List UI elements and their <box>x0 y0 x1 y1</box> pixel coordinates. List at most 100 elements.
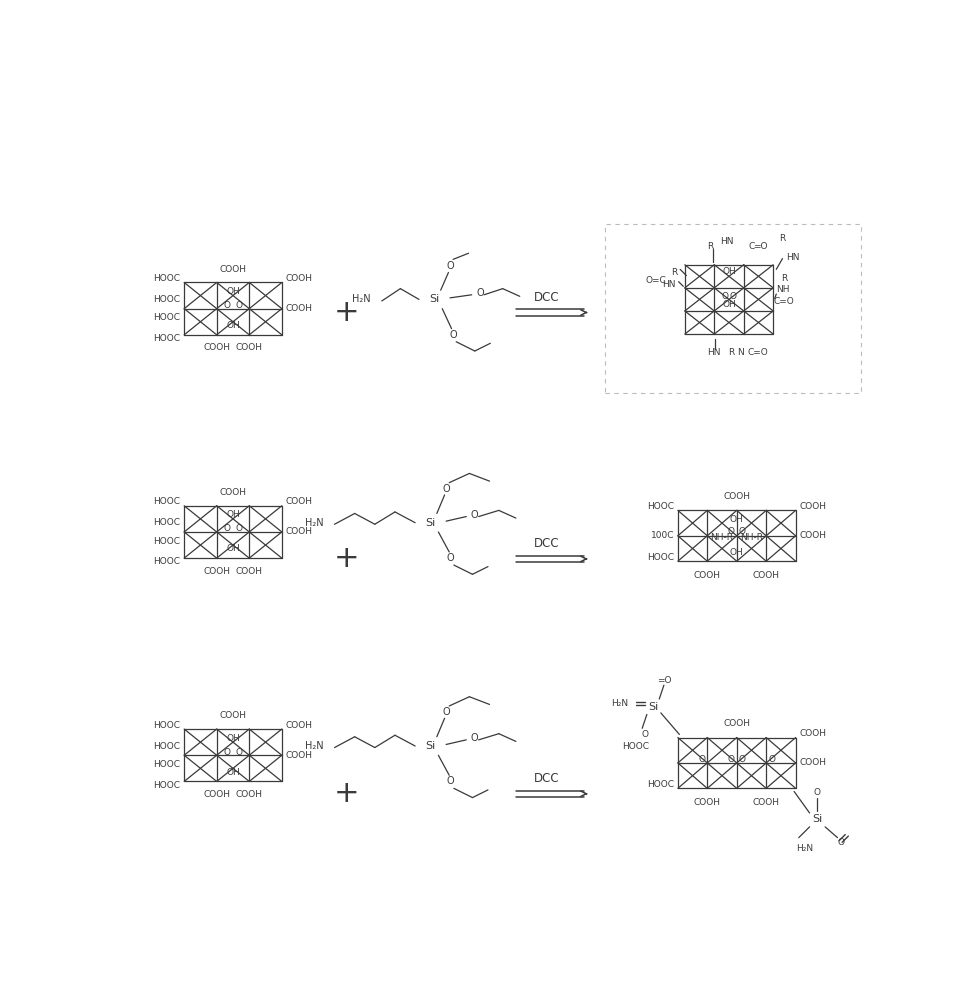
Text: HN: HN <box>720 237 733 246</box>
Text: HN: HN <box>707 348 721 357</box>
Text: HN: HN <box>786 253 799 262</box>
Text: COOH: COOH <box>204 343 231 352</box>
Text: HOOC: HOOC <box>647 780 674 789</box>
Text: HOOC: HOOC <box>153 497 180 506</box>
Text: HOOC: HOOC <box>153 721 180 730</box>
Text: O: O <box>235 301 242 310</box>
Text: COOH: COOH <box>219 265 246 274</box>
Text: COOH: COOH <box>286 751 313 760</box>
Text: O: O <box>224 301 231 310</box>
Text: R: R <box>781 274 787 283</box>
Text: C=O: C=O <box>747 348 768 357</box>
Text: COOH: COOH <box>753 571 780 580</box>
Text: Si: Si <box>426 741 436 751</box>
Text: C: C <box>748 242 755 251</box>
Text: +: + <box>334 544 360 573</box>
Text: COOH: COOH <box>204 567 231 576</box>
Text: +: + <box>334 779 360 808</box>
Text: COOH: COOH <box>235 790 262 799</box>
Text: Si: Si <box>813 814 822 824</box>
Text: +: + <box>334 298 360 327</box>
Text: OH: OH <box>730 515 744 524</box>
Text: O: O <box>738 527 746 536</box>
Text: HOOC: HOOC <box>153 760 180 769</box>
Text: O: O <box>235 748 242 757</box>
Text: N: N <box>737 348 744 357</box>
Text: COOH: COOH <box>286 274 313 283</box>
Text: O: O <box>471 510 479 520</box>
Text: O: O <box>471 733 479 743</box>
Text: R: R <box>729 348 734 357</box>
Text: Si: Si <box>426 518 436 528</box>
Text: O: O <box>642 730 648 739</box>
Text: OH: OH <box>722 267 736 276</box>
Text: O: O <box>730 292 737 301</box>
Text: O: O <box>721 292 728 301</box>
Text: O: O <box>442 707 450 717</box>
Text: OH: OH <box>730 548 744 557</box>
Text: HOOC: HOOC <box>647 553 674 562</box>
Text: =O: =O <box>656 676 671 685</box>
Text: COOH: COOH <box>286 527 313 536</box>
Text: COOH: COOH <box>800 758 827 767</box>
Text: OH: OH <box>226 321 240 330</box>
Text: DCC: DCC <box>534 291 560 304</box>
Text: O: O <box>477 288 484 298</box>
Text: HOOC: HOOC <box>153 557 180 566</box>
Text: COOH: COOH <box>235 343 262 352</box>
Text: HOOC: HOOC <box>622 742 649 751</box>
Text: O: O <box>728 527 735 536</box>
Text: Si: Si <box>429 294 440 304</box>
Text: HN: HN <box>663 280 676 289</box>
Text: O: O <box>768 755 775 764</box>
Text: COOH: COOH <box>204 790 231 799</box>
Text: NH: NH <box>776 285 789 294</box>
Text: COOH: COOH <box>286 497 313 506</box>
Text: HOOC: HOOC <box>153 334 180 343</box>
Text: OH: OH <box>226 287 240 296</box>
Text: HOOC: HOOC <box>153 313 180 322</box>
Text: H₂N: H₂N <box>305 741 323 751</box>
Text: HOOC: HOOC <box>647 502 674 511</box>
Text: NH-R: NH-R <box>710 533 733 542</box>
Text: O: O <box>728 755 735 764</box>
Text: OH: OH <box>722 300 736 309</box>
Text: =O: =O <box>754 242 768 251</box>
Text: O=C: O=C <box>645 276 666 285</box>
Text: R: R <box>671 268 677 277</box>
Text: NH-R: NH-R <box>740 533 763 542</box>
Text: O: O <box>447 553 455 563</box>
Text: DCC: DCC <box>534 537 560 550</box>
Text: O: O <box>813 788 821 797</box>
Text: O: O <box>450 330 456 340</box>
Text: O: O <box>837 838 844 847</box>
Text: HOOC: HOOC <box>153 742 180 751</box>
Text: HOOC: HOOC <box>153 518 180 527</box>
Text: HOOC: HOOC <box>153 781 180 790</box>
Text: OH: OH <box>226 734 240 743</box>
Text: COOH: COOH <box>694 571 721 580</box>
Text: O: O <box>235 524 242 533</box>
Text: R: R <box>707 242 713 251</box>
Text: COOH: COOH <box>723 492 750 501</box>
Text: O: O <box>738 755 746 764</box>
Text: COOH: COOH <box>753 798 780 807</box>
Text: HOOC: HOOC <box>153 295 180 304</box>
Text: COOH: COOH <box>235 567 262 576</box>
Text: C=O: C=O <box>774 297 794 306</box>
Text: COOH: COOH <box>800 729 827 738</box>
Text: Si: Si <box>648 702 658 712</box>
Text: OH: OH <box>226 544 240 553</box>
Text: COOH: COOH <box>800 502 827 511</box>
Text: COOH: COOH <box>219 488 246 497</box>
Text: H₂N: H₂N <box>796 844 813 853</box>
Text: O: O <box>446 261 454 271</box>
Text: R: R <box>780 234 786 243</box>
Text: COOH: COOH <box>219 711 246 720</box>
Text: COOH: COOH <box>286 304 313 313</box>
Text: COOH: COOH <box>800 531 827 540</box>
Text: 100C: 100C <box>650 531 674 540</box>
Text: O: O <box>224 748 231 757</box>
Text: O: O <box>447 776 455 786</box>
Text: H₂N: H₂N <box>352 294 371 304</box>
